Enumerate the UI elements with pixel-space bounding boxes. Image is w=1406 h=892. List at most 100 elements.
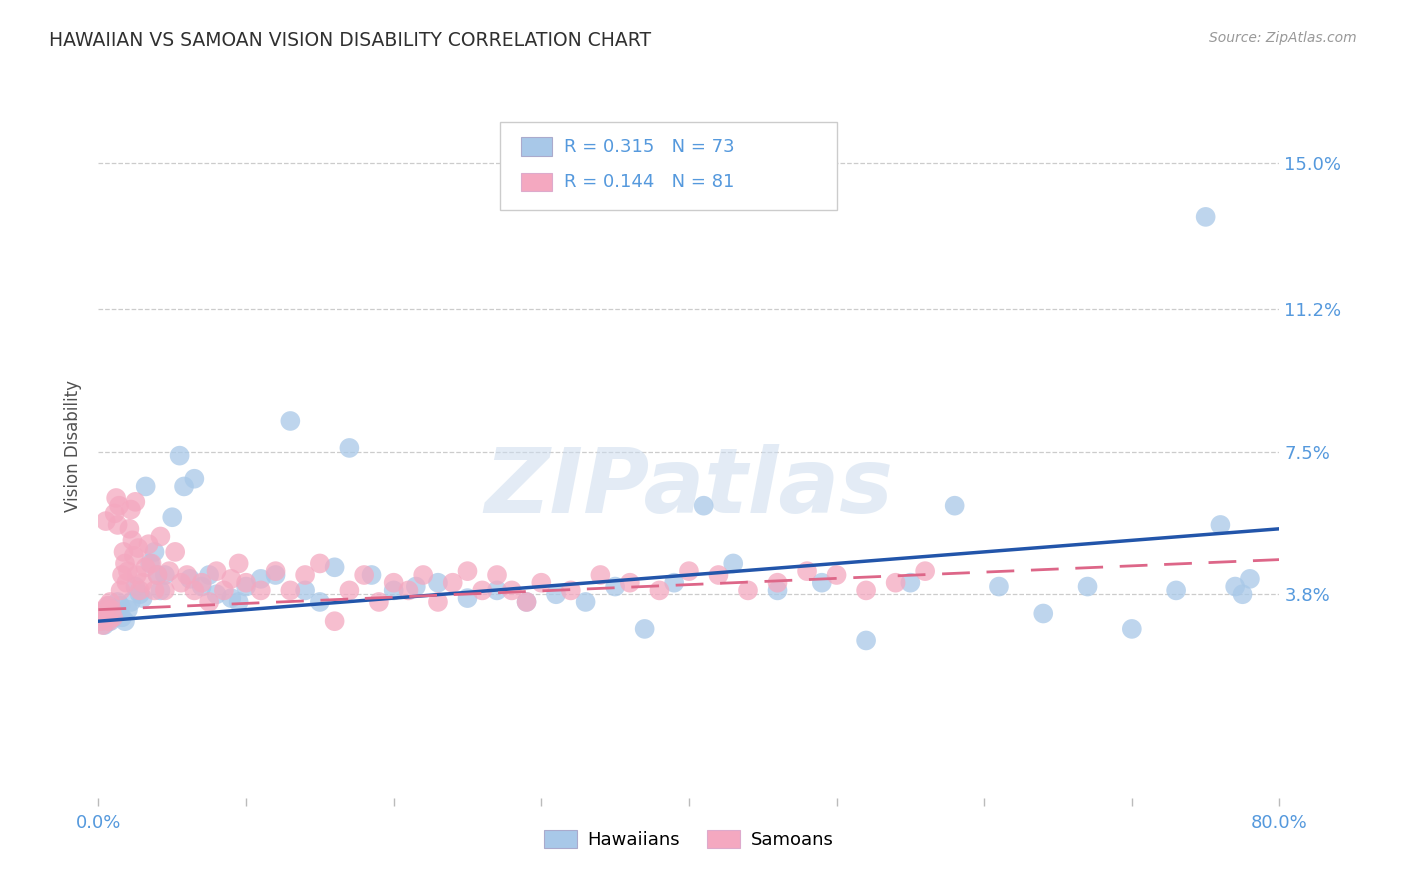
Point bbox=[98, 595, 121, 609]
Point bbox=[89, 614, 111, 628]
Point bbox=[501, 583, 523, 598]
Point bbox=[605, 580, 627, 594]
Point bbox=[100, 602, 122, 616]
Point bbox=[309, 595, 332, 609]
Point bbox=[96, 610, 118, 624]
Point bbox=[91, 607, 114, 621]
Point bbox=[589, 568, 612, 582]
Point bbox=[112, 545, 135, 559]
Point bbox=[143, 583, 166, 598]
Point bbox=[766, 575, 789, 590]
Point bbox=[294, 583, 316, 598]
Point bbox=[1195, 210, 1218, 224]
Text: R = 0.144   N = 81: R = 0.144 N = 81 bbox=[564, 173, 734, 191]
Point bbox=[619, 575, 641, 590]
Point bbox=[368, 595, 391, 609]
Point bbox=[127, 541, 149, 555]
Point bbox=[105, 491, 128, 505]
Point bbox=[914, 564, 936, 578]
Point bbox=[250, 572, 273, 586]
Point bbox=[235, 575, 257, 590]
Point bbox=[412, 568, 434, 582]
Point bbox=[353, 568, 375, 582]
Point bbox=[146, 568, 169, 582]
Point bbox=[107, 595, 129, 609]
Point bbox=[264, 564, 287, 578]
Point bbox=[94, 602, 117, 616]
Point bbox=[111, 568, 134, 582]
Point bbox=[1225, 580, 1247, 594]
Point bbox=[90, 607, 112, 621]
Point bbox=[176, 568, 198, 582]
Point bbox=[153, 568, 176, 582]
Point bbox=[339, 441, 361, 455]
Point bbox=[796, 564, 818, 578]
Point bbox=[575, 595, 598, 609]
Point bbox=[122, 549, 145, 563]
Point bbox=[100, 607, 122, 621]
Point bbox=[118, 522, 141, 536]
Point bbox=[943, 499, 966, 513]
Point bbox=[105, 607, 128, 621]
Text: R = 0.315   N = 73: R = 0.315 N = 73 bbox=[564, 137, 734, 155]
Point bbox=[221, 572, 243, 586]
Point bbox=[441, 575, 464, 590]
Point bbox=[884, 575, 907, 590]
Point bbox=[157, 564, 180, 578]
Point bbox=[530, 575, 553, 590]
Point bbox=[115, 575, 138, 590]
Point bbox=[360, 568, 382, 582]
Point bbox=[90, 614, 112, 628]
Point bbox=[382, 583, 405, 598]
Point bbox=[228, 557, 250, 571]
Point bbox=[110, 599, 132, 613]
Point bbox=[250, 583, 273, 598]
Point bbox=[1166, 583, 1188, 598]
Point bbox=[664, 575, 686, 590]
Point bbox=[108, 499, 131, 513]
Point bbox=[855, 583, 877, 598]
Point bbox=[143, 545, 166, 559]
Point bbox=[205, 564, 228, 578]
Point bbox=[120, 595, 142, 609]
Point bbox=[121, 533, 143, 548]
Point bbox=[235, 580, 257, 594]
Point bbox=[516, 595, 538, 609]
Text: ZIPatlas: ZIPatlas bbox=[485, 444, 893, 533]
Point bbox=[114, 557, 136, 571]
Point bbox=[707, 568, 730, 582]
Point bbox=[132, 575, 155, 590]
Point bbox=[427, 575, 450, 590]
Point bbox=[173, 479, 195, 493]
Point bbox=[149, 529, 172, 543]
Point bbox=[120, 502, 142, 516]
Point bbox=[634, 622, 657, 636]
Point bbox=[162, 510, 183, 524]
Point bbox=[191, 580, 214, 594]
Point bbox=[309, 557, 332, 571]
Point bbox=[117, 564, 139, 578]
Point bbox=[125, 568, 148, 582]
Point bbox=[98, 614, 121, 628]
Point bbox=[486, 568, 509, 582]
Point bbox=[91, 618, 114, 632]
Point bbox=[117, 602, 139, 616]
Point bbox=[146, 568, 169, 582]
Point bbox=[93, 602, 115, 616]
Legend: Hawaiians, Samoans: Hawaiians, Samoans bbox=[537, 822, 841, 856]
Point bbox=[183, 583, 205, 598]
Point bbox=[103, 610, 125, 624]
Point bbox=[1232, 587, 1254, 601]
Point bbox=[1121, 622, 1143, 636]
Point bbox=[212, 583, 235, 598]
Point bbox=[138, 537, 160, 551]
Point bbox=[111, 610, 134, 624]
Point bbox=[103, 610, 125, 624]
Point bbox=[323, 560, 346, 574]
Point bbox=[169, 449, 191, 463]
Point bbox=[135, 560, 157, 574]
Point bbox=[198, 568, 221, 582]
Point bbox=[94, 514, 117, 528]
Point bbox=[221, 591, 243, 606]
Point bbox=[139, 557, 162, 571]
